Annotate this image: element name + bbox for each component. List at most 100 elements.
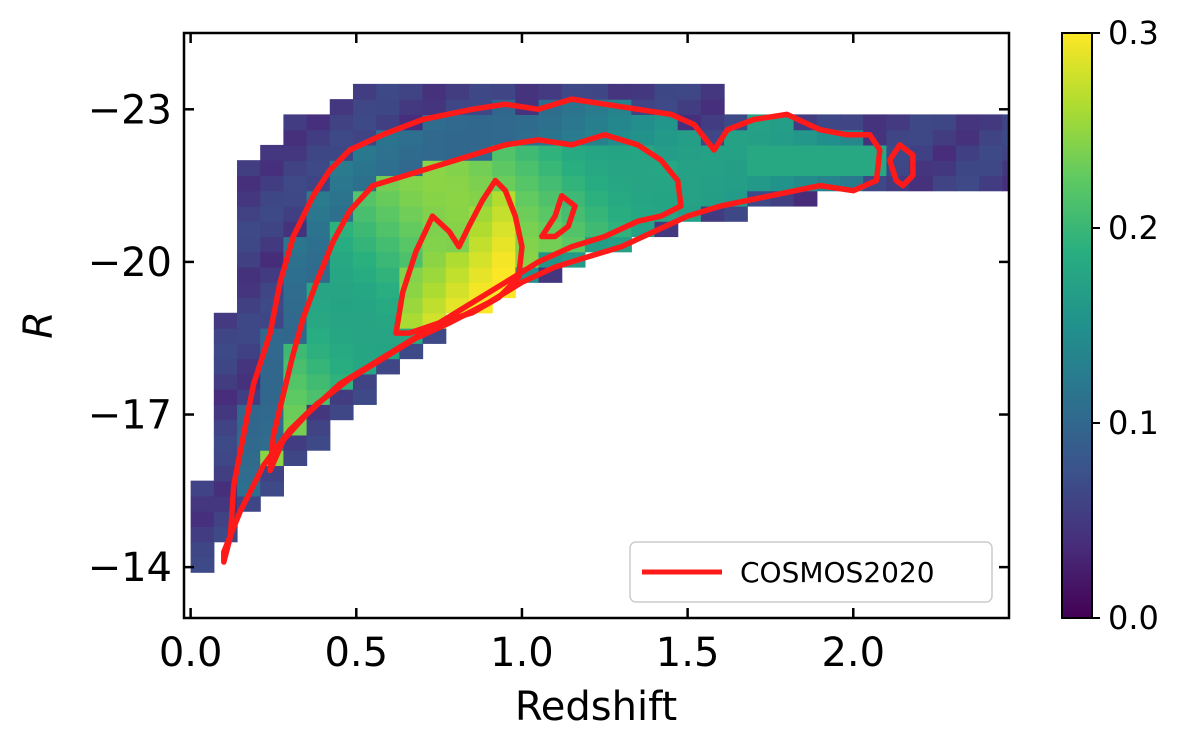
heatmap-cell: [306, 144, 331, 161]
heatmap-cell: [352, 328, 377, 344]
heatmap-cell: [468, 267, 493, 283]
heatmap-cell: [955, 160, 980, 177]
heatmap-cell: [237, 175, 261, 192]
heatmap-cell: [260, 160, 284, 177]
heatmap-cell: [399, 297, 424, 314]
heatmap-cell: [700, 99, 725, 115]
heatmap-cell: [306, 114, 331, 131]
heatmap-cell: [237, 251, 261, 268]
heatmap-cell: [376, 297, 400, 314]
heatmap-cell: [399, 129, 424, 146]
heatmap-cell: [561, 83, 586, 100]
heatmap-cell: [237, 267, 261, 283]
heatmap-cell: [329, 267, 354, 283]
heatmap-cell: [584, 160, 609, 177]
heatmap-cell: [608, 175, 632, 192]
heatmap-cell: [886, 129, 911, 146]
heatmap-cell: [399, 83, 424, 100]
heatmap-cell: [677, 190, 702, 207]
heatmap-cell: [190, 480, 215, 497]
heatmap-cell: [352, 389, 377, 405]
heatmap-cell: [631, 190, 656, 207]
heatmap-cell: [237, 205, 261, 222]
heatmap-cell: [492, 251, 516, 268]
heatmap-cell: [329, 297, 354, 314]
heatmap-cell: [770, 129, 795, 146]
heatmap-cell: [399, 99, 424, 115]
heatmap-cell: [376, 282, 400, 299]
heatmap-cell: [237, 328, 261, 344]
heatmap-cell: [306, 312, 331, 329]
heatmap-cell: [724, 144, 748, 161]
contour-island-2: [886, 142, 916, 189]
heatmap-cell: [538, 83, 563, 100]
heatmap-cell: [306, 297, 331, 314]
heatmap-cell: [538, 190, 563, 207]
heatmap-cell: [1002, 114, 1009, 131]
heatmap-cell: [770, 175, 795, 192]
heatmap-cell: [213, 358, 238, 375]
heatmap-cell: [631, 114, 656, 131]
heatmap-cell: [213, 373, 238, 390]
heatmap-cell: [376, 221, 400, 238]
heatmap-cell: [260, 389, 284, 405]
heatmap-cell: [492, 160, 516, 177]
heatmap-cell: [608, 114, 632, 131]
heatmap-cell: [747, 129, 772, 146]
heatmap-cell: [283, 129, 308, 146]
heatmap-cell: [422, 99, 447, 115]
heatmap-cell: [677, 175, 702, 192]
heatmap-cell: [213, 328, 238, 344]
heatmap-cell: [932, 144, 957, 161]
heatmap-cell: [422, 175, 447, 192]
colorbar-tick-label: 0.2: [1108, 209, 1159, 247]
heatmap-cell: [955, 114, 980, 131]
heatmap-cell: [1002, 129, 1009, 146]
heatmap-cell: [979, 144, 1003, 161]
heatmap-cell: [677, 99, 702, 115]
heatmap-cell: [283, 144, 308, 161]
contour-middle: [267, 131, 684, 474]
heatmap-cell: [955, 144, 980, 161]
heatmap-cell: [515, 144, 540, 161]
heatmap-cell: [1002, 175, 1009, 192]
heatmap-cell: [770, 144, 795, 161]
heatmap-cell: [747, 144, 772, 161]
contour-inner: [393, 177, 525, 336]
heatmap-cell: [955, 175, 980, 192]
heatmap-cell: [352, 251, 377, 268]
heatmap-cell: [515, 83, 540, 100]
heatmap-cell: [700, 144, 725, 161]
heatmap-cell: [468, 236, 493, 253]
heatmap-cell: [399, 312, 424, 329]
heatmap-cell: [376, 251, 400, 268]
heatmap-cell: [747, 160, 772, 177]
heatmap-cell: [955, 129, 980, 146]
heatmap-cell: [260, 465, 284, 482]
heatmap-cell: [608, 205, 632, 222]
heatmap-cell: [283, 114, 308, 131]
heatmap-cell: [608, 83, 632, 100]
heatmap-cell: [909, 175, 934, 192]
heatmap-cell: [237, 160, 261, 177]
heatmap-cell: [468, 114, 493, 131]
heatmap-cell: [260, 480, 284, 497]
heatmap-cell: [329, 328, 354, 344]
heatmap-cell: [422, 251, 447, 268]
heatmap-cell: [584, 144, 609, 161]
heatmap-cell: [399, 205, 424, 222]
heatmap-cell: [793, 144, 818, 161]
y-tick-label: −20: [88, 240, 172, 286]
heatmap-cell: [422, 83, 447, 100]
heatmap-cell: [260, 358, 284, 375]
heatmap-cell: [840, 114, 864, 131]
heatmap-cell: [237, 312, 261, 329]
heatmap-cell: [283, 282, 308, 299]
heatmap-cell: [376, 236, 400, 253]
heatmap-cell: [608, 144, 632, 161]
heatmap-cell: [422, 144, 447, 161]
heatmap-cell: [306, 160, 331, 177]
heatmap-cell: [329, 99, 354, 115]
heatmap-cell: [399, 144, 424, 161]
heatmap-cell: [213, 312, 238, 329]
